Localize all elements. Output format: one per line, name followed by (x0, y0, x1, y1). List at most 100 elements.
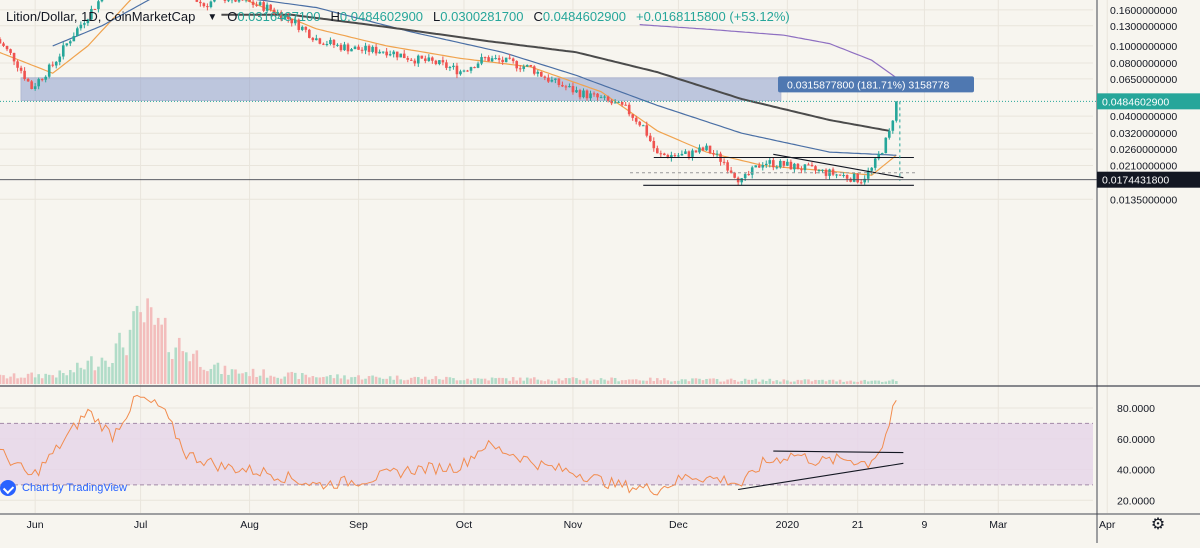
candle-body (649, 136, 652, 141)
volume-bar (702, 380, 705, 384)
volume-bar (241, 373, 244, 384)
candle-body (371, 47, 374, 52)
volume-bar (863, 380, 866, 384)
volume-bar (674, 381, 677, 384)
rsi-tick-label: 40.0000 (1117, 465, 1155, 477)
volume-bar (178, 338, 181, 384)
volume-bar (470, 380, 473, 384)
candle-body (255, 5, 258, 6)
candle-body (853, 174, 856, 182)
candle-body (814, 166, 817, 170)
volume-bar (315, 377, 318, 384)
gear-icon[interactable]: ⚙ (1148, 515, 1168, 535)
volume-bar (248, 376, 251, 384)
volume-bar (90, 356, 93, 384)
volume-bar (754, 379, 757, 384)
volume-bar (150, 307, 153, 384)
volume-bar (716, 379, 719, 384)
candle-body (431, 57, 434, 60)
candle-body (413, 61, 416, 64)
volume-bar (825, 381, 828, 384)
volume-bar (547, 379, 550, 384)
volume-bar (607, 381, 610, 384)
volume-bar (76, 363, 79, 384)
candle-body (452, 66, 455, 67)
candle-body (315, 38, 318, 40)
candle-body (849, 179, 852, 182)
candle-body (558, 79, 561, 85)
candle-body (58, 57, 61, 62)
y-tick-label: 0.0800000000 (1110, 58, 1177, 70)
candle-body (624, 105, 627, 106)
y-tick-label: 0.1600000000 (1110, 5, 1177, 17)
candle-body (744, 174, 747, 178)
volume-bar (435, 376, 438, 384)
candle-body (804, 164, 807, 170)
change-value: +0.0168115800 (+53.12%) (636, 9, 790, 24)
attribution-text: Chart by TradingView (22, 482, 127, 494)
last-price-tag: 0.0484602900 (1102, 96, 1169, 108)
volume-bar (375, 377, 378, 384)
candle-body (551, 80, 554, 82)
candle-body (308, 30, 311, 38)
volume-bar (719, 382, 722, 384)
volume-bar (494, 378, 497, 384)
volume-bar (888, 381, 891, 384)
chevron-down-icon[interactable]: ▼ (207, 12, 217, 23)
volume-bar (364, 379, 367, 384)
volume-bar (139, 312, 142, 384)
volume-bar (638, 380, 641, 384)
volume-bar (58, 370, 61, 384)
volume-bar (227, 375, 230, 384)
volume-bar (83, 369, 86, 384)
candle-body (811, 165, 814, 166)
candle-body (73, 36, 76, 41)
volume-bar (297, 379, 300, 384)
volume-bar (122, 347, 125, 384)
x-tick-label: Jul (134, 519, 147, 531)
volume-bar (744, 379, 747, 384)
volume-bar (2, 375, 5, 384)
volume-bar (97, 367, 100, 384)
volume-bar (740, 381, 743, 384)
candle-body (856, 174, 859, 183)
volume-bar (723, 381, 726, 384)
candle-body (519, 68, 522, 69)
volume-bar (747, 380, 750, 384)
candle-body (2, 43, 5, 46)
volume-bar (614, 378, 617, 384)
volume-bar (849, 381, 852, 384)
y-tick-label: 0.0260000000 (1110, 144, 1177, 156)
candle-body (874, 158, 877, 167)
candle-body (428, 57, 431, 60)
symbol-title[interactable]: Lition/Dollar, 1D, CoinMarketCap (6, 9, 195, 24)
candle-body (51, 65, 54, 66)
candle-body (579, 90, 582, 97)
candle-body (305, 27, 308, 30)
candle-body (375, 47, 378, 54)
volume-bar (730, 379, 733, 384)
volume-bar (167, 352, 170, 384)
candle-body (508, 58, 511, 59)
candle-body (631, 114, 634, 118)
candle-body (301, 27, 304, 30)
candle-body (681, 154, 684, 156)
volume-bar (582, 381, 585, 384)
volume-bar (357, 375, 360, 384)
candle-body (480, 57, 483, 63)
volume-bar (224, 366, 227, 384)
volume-bar (238, 374, 241, 384)
volume-bar (551, 381, 554, 384)
y-tick-label: 0.0210000000 (1110, 160, 1177, 172)
tradingview-attribution[interactable]: Chart by TradingView (0, 478, 127, 498)
candle-body (27, 79, 30, 81)
x-tick-label: Mar (989, 519, 1008, 531)
volume-bar (48, 375, 51, 384)
candle-body (16, 61, 19, 67)
volume-bar (842, 382, 845, 384)
candle-body (772, 160, 775, 167)
volume-bar (772, 381, 775, 384)
candle-body (399, 54, 402, 58)
candle-body (0, 39, 1, 43)
